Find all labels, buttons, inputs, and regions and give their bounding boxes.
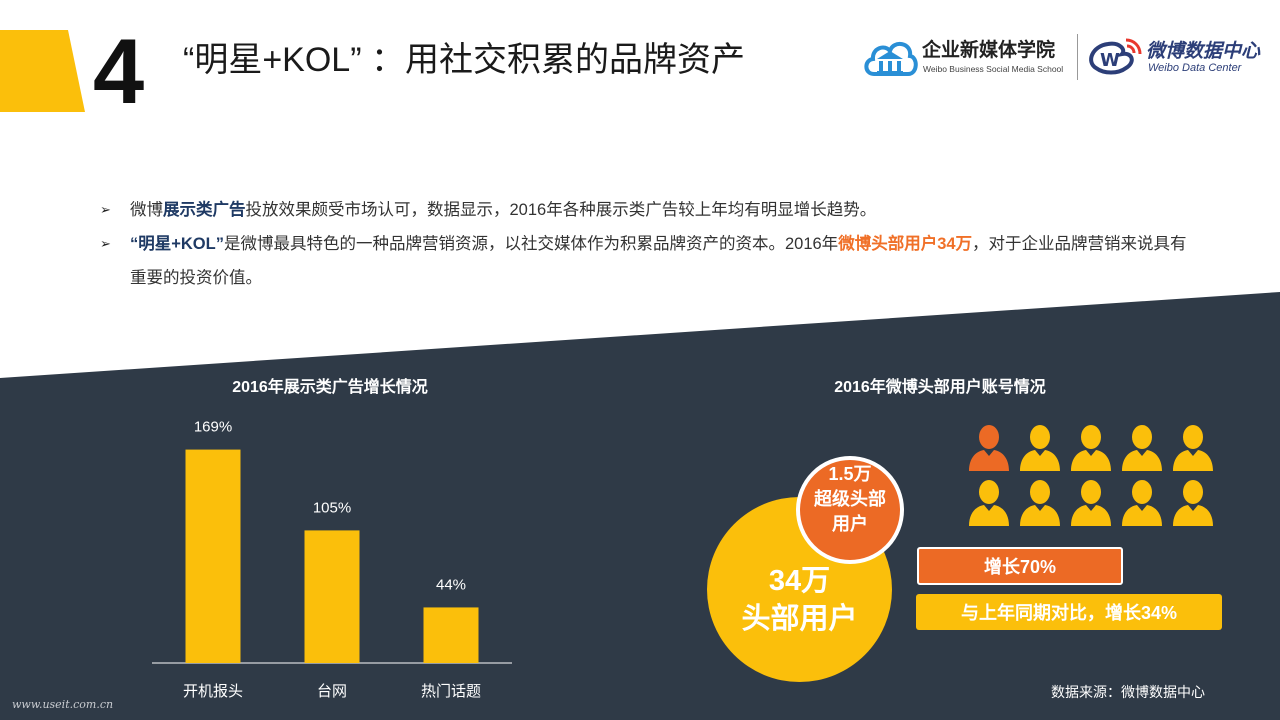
person-icon [967,423,1011,476]
person-icon [1018,478,1062,531]
person-icon [967,478,1011,531]
bar-value-label: 44% [436,576,466,593]
bullet-text: ，对于企业品牌营销来说具有重要的投资价值。 [130,235,1187,287]
page-title: “明星+KOL” ：用社交积累的品牌资产 [183,41,745,79]
logo-weibo-name-en: Weibo Data Center [1148,62,1242,74]
head-users-title: 2016年微博头部用户账号情况 [834,379,1046,396]
bullet-item: ➢ 微博展示类广告投放效果颇受市场认可，数据显示，2016年各种展示类广告较上年… [100,193,1200,227]
bar-0 [185,449,241,663]
bullet-orange-highlight: 微博头部用户34万 [838,235,973,253]
logo-weibo-name: 微博数据中心 [1146,41,1261,62]
bullet-text: 是微博最具特色的一种品牌营销资源，以社交媒体作为积累品牌资产的资本。2016年 [223,235,839,253]
svg-text:W: W [1100,50,1120,71]
person-icon [1120,478,1164,531]
head-users-circle-text: 34万 头部用户 [707,562,892,638]
bullet-list: ➢ 微博展示类广告投放效果颇受市场认可，数据显示，2016年各种展示类广告较上年… [100,193,1200,295]
bar-chart: 169% 开机报头 105% 台网 44% 热门话题 [152,419,512,700]
section-number: 4 [93,21,145,123]
person-icon [1171,423,1215,476]
person-icon [1018,423,1062,476]
head-users-count: 34万 [768,565,831,597]
arrow-bullet-icon: ➢ [100,202,111,217]
growth-super-head-badge: 增长70% [917,547,1123,585]
super-head-users-label-1: 超级头部 [814,489,886,509]
category-label: 台网 [317,683,347,700]
person-icon [1120,423,1164,476]
bar-1 [304,530,360,663]
person-icon [1069,478,1113,531]
growth-head-badge: 与上年同期对比，增长34% [916,594,1222,630]
category-label: 热门话题 [421,683,481,700]
bar-2 [423,607,479,663]
bar-chart-title: 2016年展示类广告增长情况 [232,379,428,396]
person-icon [1069,423,1113,476]
category-label: 开机报头 [183,683,243,700]
super-head-users-label-2: 用户 [832,514,868,534]
arrow-bullet-icon: ➢ [100,236,111,251]
bullet-highlight: 展示类广告 [163,201,246,219]
logo-divider [1077,34,1078,80]
bullet-text: 投放效果颇受市场认可，数据显示，2016年各种展示类广告较上年均有明显增长趋势。 [245,201,877,219]
logo-weibo-business-school: 企业新媒体学院 Weibo Business Social Media Scho… [862,32,1072,82]
logo-school-name-en: Weibo Business Social Media School [923,64,1064,74]
bullet-highlight: “明星+KOL” [130,235,224,253]
super-head-users-circle [796,456,904,564]
weibo-eye-icon: W [1089,38,1142,75]
bar-value-label: 169% [194,419,232,436]
bar-value-label: 105% [313,499,351,516]
logo-school-name: 企业新媒体学院 [922,40,1056,61]
bullet-item: ➢ “明星+KOL”是微博最具特色的一种品牌营销资源，以社交媒体作为积累品牌资产… [100,227,1200,295]
super-head-users-count: 1.5万 [828,464,872,484]
bullet-text: 微博 [130,201,163,219]
head-users-label: 头部用户 [741,603,858,635]
cloud-building-icon [864,42,918,76]
logo-weibo-data-center: W 微博数据中心 Weibo Data Center [1086,30,1271,82]
super-head-users-circle-text: 1.5万 超级头部 用户 [796,462,904,537]
watermark: www.useit.com.cn [12,698,114,711]
person-icon [1171,478,1215,531]
data-source-note: 数据来源：微博数据中心 [1051,684,1205,700]
